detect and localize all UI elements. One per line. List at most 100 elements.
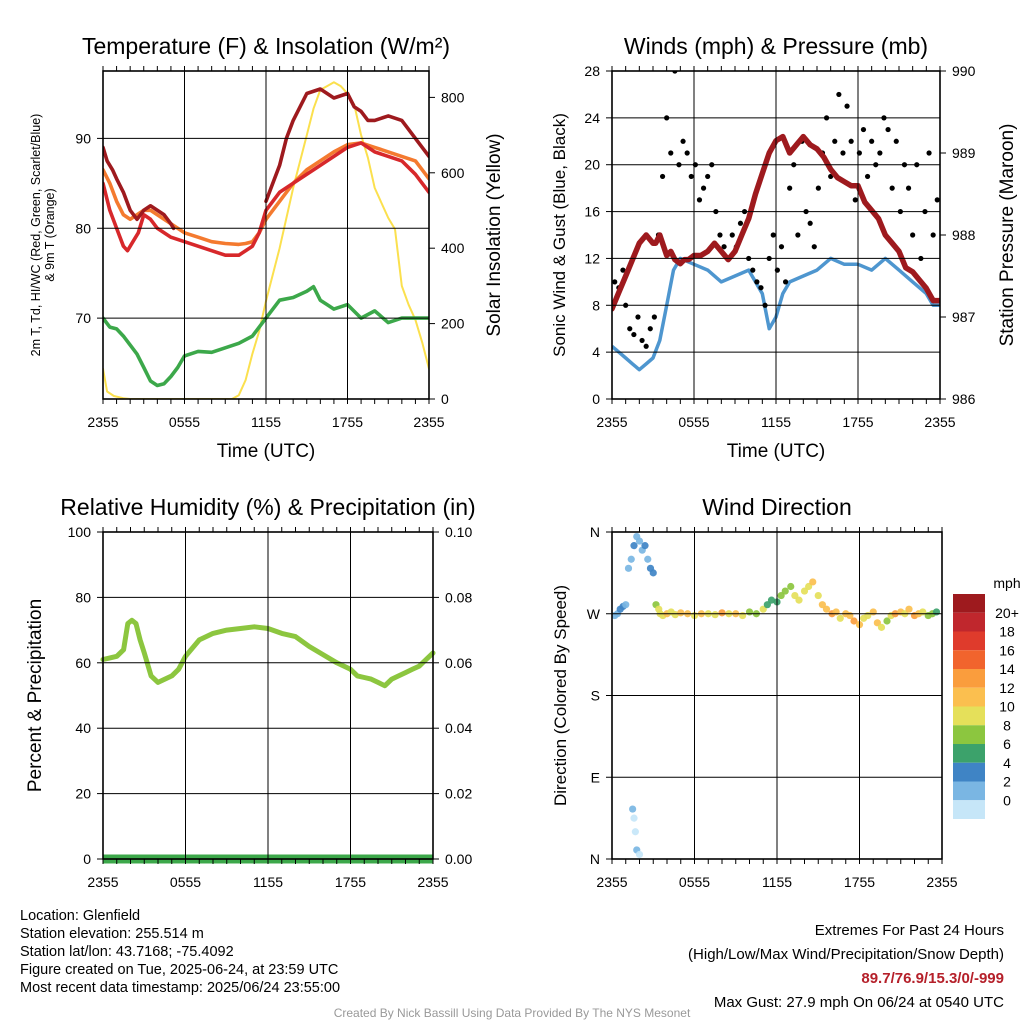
direction-point: [781, 587, 789, 595]
colorbar-label: 18: [999, 624, 1015, 640]
y-tick-label: 70: [75, 310, 91, 326]
y2-tick-label: 200: [441, 316, 465, 332]
gust-point: [860, 126, 867, 133]
y-axis-label: 2m T, Td, HI/WC (Red, Green, Scarlet/Blu…: [29, 114, 43, 357]
direction-point: [671, 611, 679, 619]
direction-point: [627, 555, 635, 563]
gust-point: [852, 197, 858, 203]
colorbar-swatch: [953, 650, 985, 669]
extremes-subtitle: (High/Low/Max Wind/Precipitation/Snow De…: [688, 946, 1004, 963]
x-tick-label: 2355: [413, 414, 444, 430]
direction-point: [635, 850, 644, 859]
colorbar-title: mph: [993, 575, 1020, 591]
y-axis-label-line2: & 9m T (Orange): [43, 188, 57, 281]
direction-point: [822, 605, 831, 613]
gust-point: [787, 185, 793, 191]
gust-point: [910, 232, 916, 238]
y2-tick-label: 987: [952, 309, 976, 325]
colorbar-swatch: [953, 594, 985, 613]
direction-point: [809, 578, 817, 586]
x-tick-label: 1755: [844, 874, 875, 890]
y-tick-label: 80: [75, 589, 91, 605]
direction-point: [787, 582, 795, 591]
x-tick-label: 2355: [596, 874, 627, 890]
x-tick-label: 0555: [679, 874, 710, 890]
gust-point: [705, 173, 711, 180]
series-line-relative-humidity: [100, 617, 436, 689]
direction-point: [635, 537, 644, 545]
colorbar-label: 4: [1003, 755, 1011, 771]
station-location: Location: Glenfield: [20, 908, 141, 924]
extremes-title: Extremes For Past 24 Hours: [814, 922, 1004, 939]
y2-axis-label: Station Pressure (Maroon): [997, 124, 1018, 347]
chart-title: Winds (mph) & Pressure (mb): [624, 33, 928, 59]
series-line-orange: [103, 141, 429, 247]
y-tick-label: 20: [75, 786, 91, 802]
gust-point: [885, 126, 891, 133]
y-axis-label: Direction (Colored By Speed): [551, 585, 570, 806]
direction-point: [932, 608, 941, 616]
gust-point: [643, 343, 649, 349]
direction-point: [649, 569, 657, 577]
x-tick-label: 1755: [335, 874, 366, 890]
chart-title: Temperature (F) & Insolation (W/m²): [82, 33, 450, 59]
gust-point: [639, 337, 645, 344]
series-line-station-pressure: [612, 133, 940, 312]
colorbar-swatch: [953, 800, 985, 819]
gust-point: [815, 185, 821, 191]
gust-point: [700, 185, 707, 191]
gust-point: [905, 185, 912, 191]
direction-point: [795, 596, 803, 604]
direction-point: [644, 555, 652, 563]
x-tick-label: 1755: [842, 414, 873, 430]
colorbar-label: 20+: [995, 605, 1019, 621]
direction-point: [629, 805, 637, 813]
x-axis-label: Time (UTC): [727, 441, 826, 462]
y-axis-label: Sonic Wind & Gust (Blue, Black): [550, 113, 569, 357]
direction-point: [624, 564, 633, 572]
gust-point: [832, 138, 838, 144]
max-gust: Max Gust: 27.9 mph On 06/24 at 0540 UTC: [713, 994, 1004, 1011]
station-elevation: Station elevation: 255.514 m: [20, 926, 204, 942]
direction-point: [677, 609, 685, 617]
colorbar-swatch: [953, 669, 985, 688]
gust-point: [844, 103, 850, 109]
x-tick-label: 2355: [924, 414, 955, 430]
plot-border: [611, 531, 943, 860]
x-tick-label: 2355: [87, 414, 118, 430]
gust-point: [778, 244, 785, 250]
y2-axis-label: Solar Insolation (Yellow): [484, 133, 505, 336]
y2-tick-label: 0.06: [445, 655, 472, 671]
y-tick-label: 8: [592, 297, 600, 313]
gust-point: [869, 138, 875, 144]
y2-tick-label: 986: [952, 391, 976, 407]
winds-panel: 2355 0555 1155 1755 2355 0 4 8 12 16 20 24 28 986 987 9…: [550, 33, 1018, 462]
gust-point: [680, 138, 686, 144]
gust-point: [782, 279, 789, 285]
y2-tick-label: 0.04: [445, 720, 472, 736]
colorbar-label: 8: [1003, 717, 1011, 733]
gust-point: [770, 232, 776, 238]
colorbar: mph 20+ 18 16 14 12 10 8 6 4 2 0: [953, 575, 1021, 819]
x-tick-label: 1155: [761, 414, 791, 430]
y2-tick-label: 800: [441, 89, 465, 105]
y-tick-label: 20: [584, 157, 600, 173]
x-tick-label: 1155: [253, 874, 283, 890]
y-tick-label: 16: [584, 204, 600, 220]
y-tick-label: 28: [584, 63, 600, 79]
gust-point: [635, 314, 641, 320]
direction-point: [767, 596, 776, 604]
y2-tick-label: 400: [441, 240, 465, 256]
y2-tick-label: 988: [952, 227, 976, 243]
y-tick-label: 0: [592, 391, 600, 407]
series-line-yellow: [103, 81, 429, 399]
gust-point: [620, 267, 626, 273]
gust-point: [696, 197, 703, 203]
gust-point: [811, 244, 817, 250]
colorbar-label: 16: [999, 642, 1015, 658]
gust-point: [651, 314, 657, 320]
gust-point: [893, 138, 899, 144]
colorbar-label: 12: [999, 680, 1015, 696]
gust-point: [668, 150, 674, 156]
